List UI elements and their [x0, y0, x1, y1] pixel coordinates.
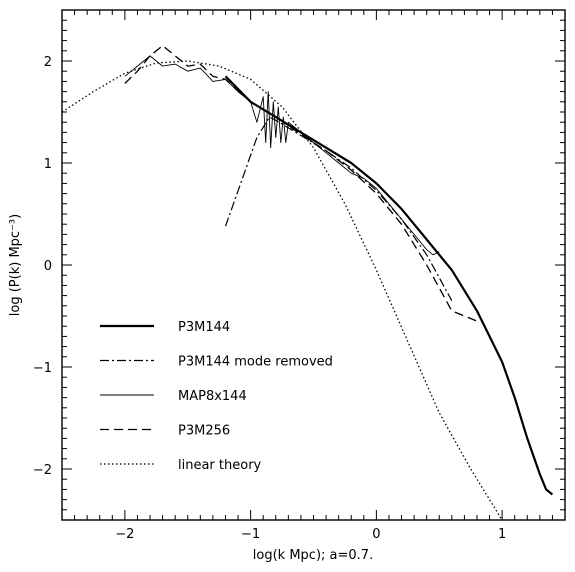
- legend: P3M144 P3M144 mode removed MAP8x144 P3M256 l…: [100, 320, 333, 473]
- legend-label-3: P3M256: [178, 424, 230, 439]
- plot-frame: [61, 9, 566, 521]
- legend-label-4: linear theory: [178, 458, 262, 473]
- y-tick-label: −2: [33, 463, 52, 478]
- x-axis-label: log(k Mpc); a=0.7.: [253, 548, 373, 563]
- series-line-4: [61, 60, 503, 521]
- legend-label-0: P3M144: [178, 320, 230, 335]
- series-line-1: [224, 116, 453, 301]
- y-tick-label: −1: [33, 361, 52, 376]
- y-tick-label: 0: [44, 259, 52, 274]
- x-tick-label: −2: [115, 527, 134, 542]
- y-tick-label: 2: [44, 55, 52, 70]
- legend-label-2: MAP8x144: [178, 389, 247, 404]
- series-line-0: [224, 75, 554, 496]
- y-axis-label: log (P(k) Mpc⁻³): [8, 214, 23, 316]
- x-tick-label: −1: [241, 527, 260, 542]
- series-line-2: [124, 55, 440, 256]
- x-tick-label: 0: [372, 527, 380, 542]
- x-tick-label: 1: [498, 527, 506, 542]
- ticks-layer: −2 −1 0 1 −2 −1 0 1 2: [33, 9, 566, 542]
- legend-label-1: P3M144 mode removed: [178, 355, 333, 370]
- y-tick-label: 1: [44, 157, 52, 172]
- series-layer: [61, 45, 554, 521]
- series-line-3: [124, 45, 478, 322]
